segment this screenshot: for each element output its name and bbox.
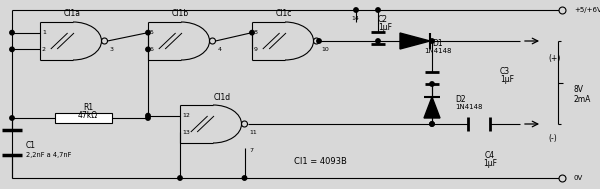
Text: 9: 9 — [254, 47, 258, 52]
Circle shape — [317, 39, 321, 43]
Text: 1µF: 1µF — [500, 75, 514, 84]
Text: C1: C1 — [26, 140, 36, 149]
Text: R1: R1 — [83, 104, 93, 112]
Text: 1N4148: 1N4148 — [455, 104, 482, 110]
Text: (+): (+) — [548, 53, 560, 63]
Text: 1µF: 1µF — [378, 23, 392, 33]
Circle shape — [376, 39, 380, 43]
Text: CI1d: CI1d — [214, 94, 230, 102]
Text: CI1c: CI1c — [276, 9, 292, 19]
Text: CI1b: CI1b — [172, 9, 188, 19]
Circle shape — [250, 30, 254, 35]
Circle shape — [10, 30, 14, 35]
Text: C4: C4 — [485, 150, 495, 160]
Text: 10: 10 — [322, 47, 329, 52]
Polygon shape — [424, 97, 440, 118]
Text: 1µF: 1µF — [483, 159, 497, 167]
Circle shape — [178, 176, 182, 180]
Circle shape — [10, 116, 14, 120]
Circle shape — [376, 8, 380, 12]
Text: CI1 = 4093B: CI1 = 4093B — [293, 157, 346, 167]
Text: C2: C2 — [378, 15, 388, 25]
Polygon shape — [400, 33, 430, 49]
Circle shape — [430, 82, 434, 86]
Circle shape — [242, 176, 247, 180]
Text: 5: 5 — [150, 30, 154, 35]
Text: 7: 7 — [250, 148, 254, 153]
Text: 2,2nF a 4,7nF: 2,2nF a 4,7nF — [26, 152, 71, 158]
Text: 11: 11 — [250, 130, 257, 135]
Text: (-): (-) — [548, 133, 557, 143]
Circle shape — [354, 8, 358, 12]
Text: CI1a: CI1a — [64, 9, 80, 19]
Circle shape — [10, 47, 14, 52]
Text: 1N4148: 1N4148 — [424, 48, 452, 54]
Circle shape — [146, 30, 150, 35]
Text: +5/+6V: +5/+6V — [574, 7, 600, 13]
Text: 3: 3 — [110, 47, 113, 52]
Text: 6: 6 — [150, 47, 154, 52]
Text: 14: 14 — [351, 15, 359, 20]
Text: 47kΩ: 47kΩ — [78, 111, 98, 119]
Text: 12: 12 — [182, 113, 190, 118]
Text: 0V: 0V — [574, 175, 583, 181]
Text: 4: 4 — [218, 47, 221, 52]
Text: 2: 2 — [42, 47, 46, 52]
Circle shape — [430, 122, 434, 126]
Circle shape — [430, 122, 434, 126]
Text: 1: 1 — [42, 30, 46, 35]
Circle shape — [146, 113, 150, 118]
Circle shape — [146, 116, 150, 120]
Text: 13: 13 — [182, 130, 190, 135]
Text: D1: D1 — [433, 40, 443, 49]
Text: 8: 8 — [254, 30, 258, 35]
Circle shape — [146, 47, 150, 52]
Text: 2mA: 2mA — [574, 95, 592, 105]
Text: 8V: 8V — [574, 85, 584, 94]
Text: D2: D2 — [455, 95, 466, 105]
Circle shape — [430, 39, 434, 43]
FancyBboxPatch shape — [55, 113, 112, 123]
Text: C3: C3 — [500, 67, 510, 77]
